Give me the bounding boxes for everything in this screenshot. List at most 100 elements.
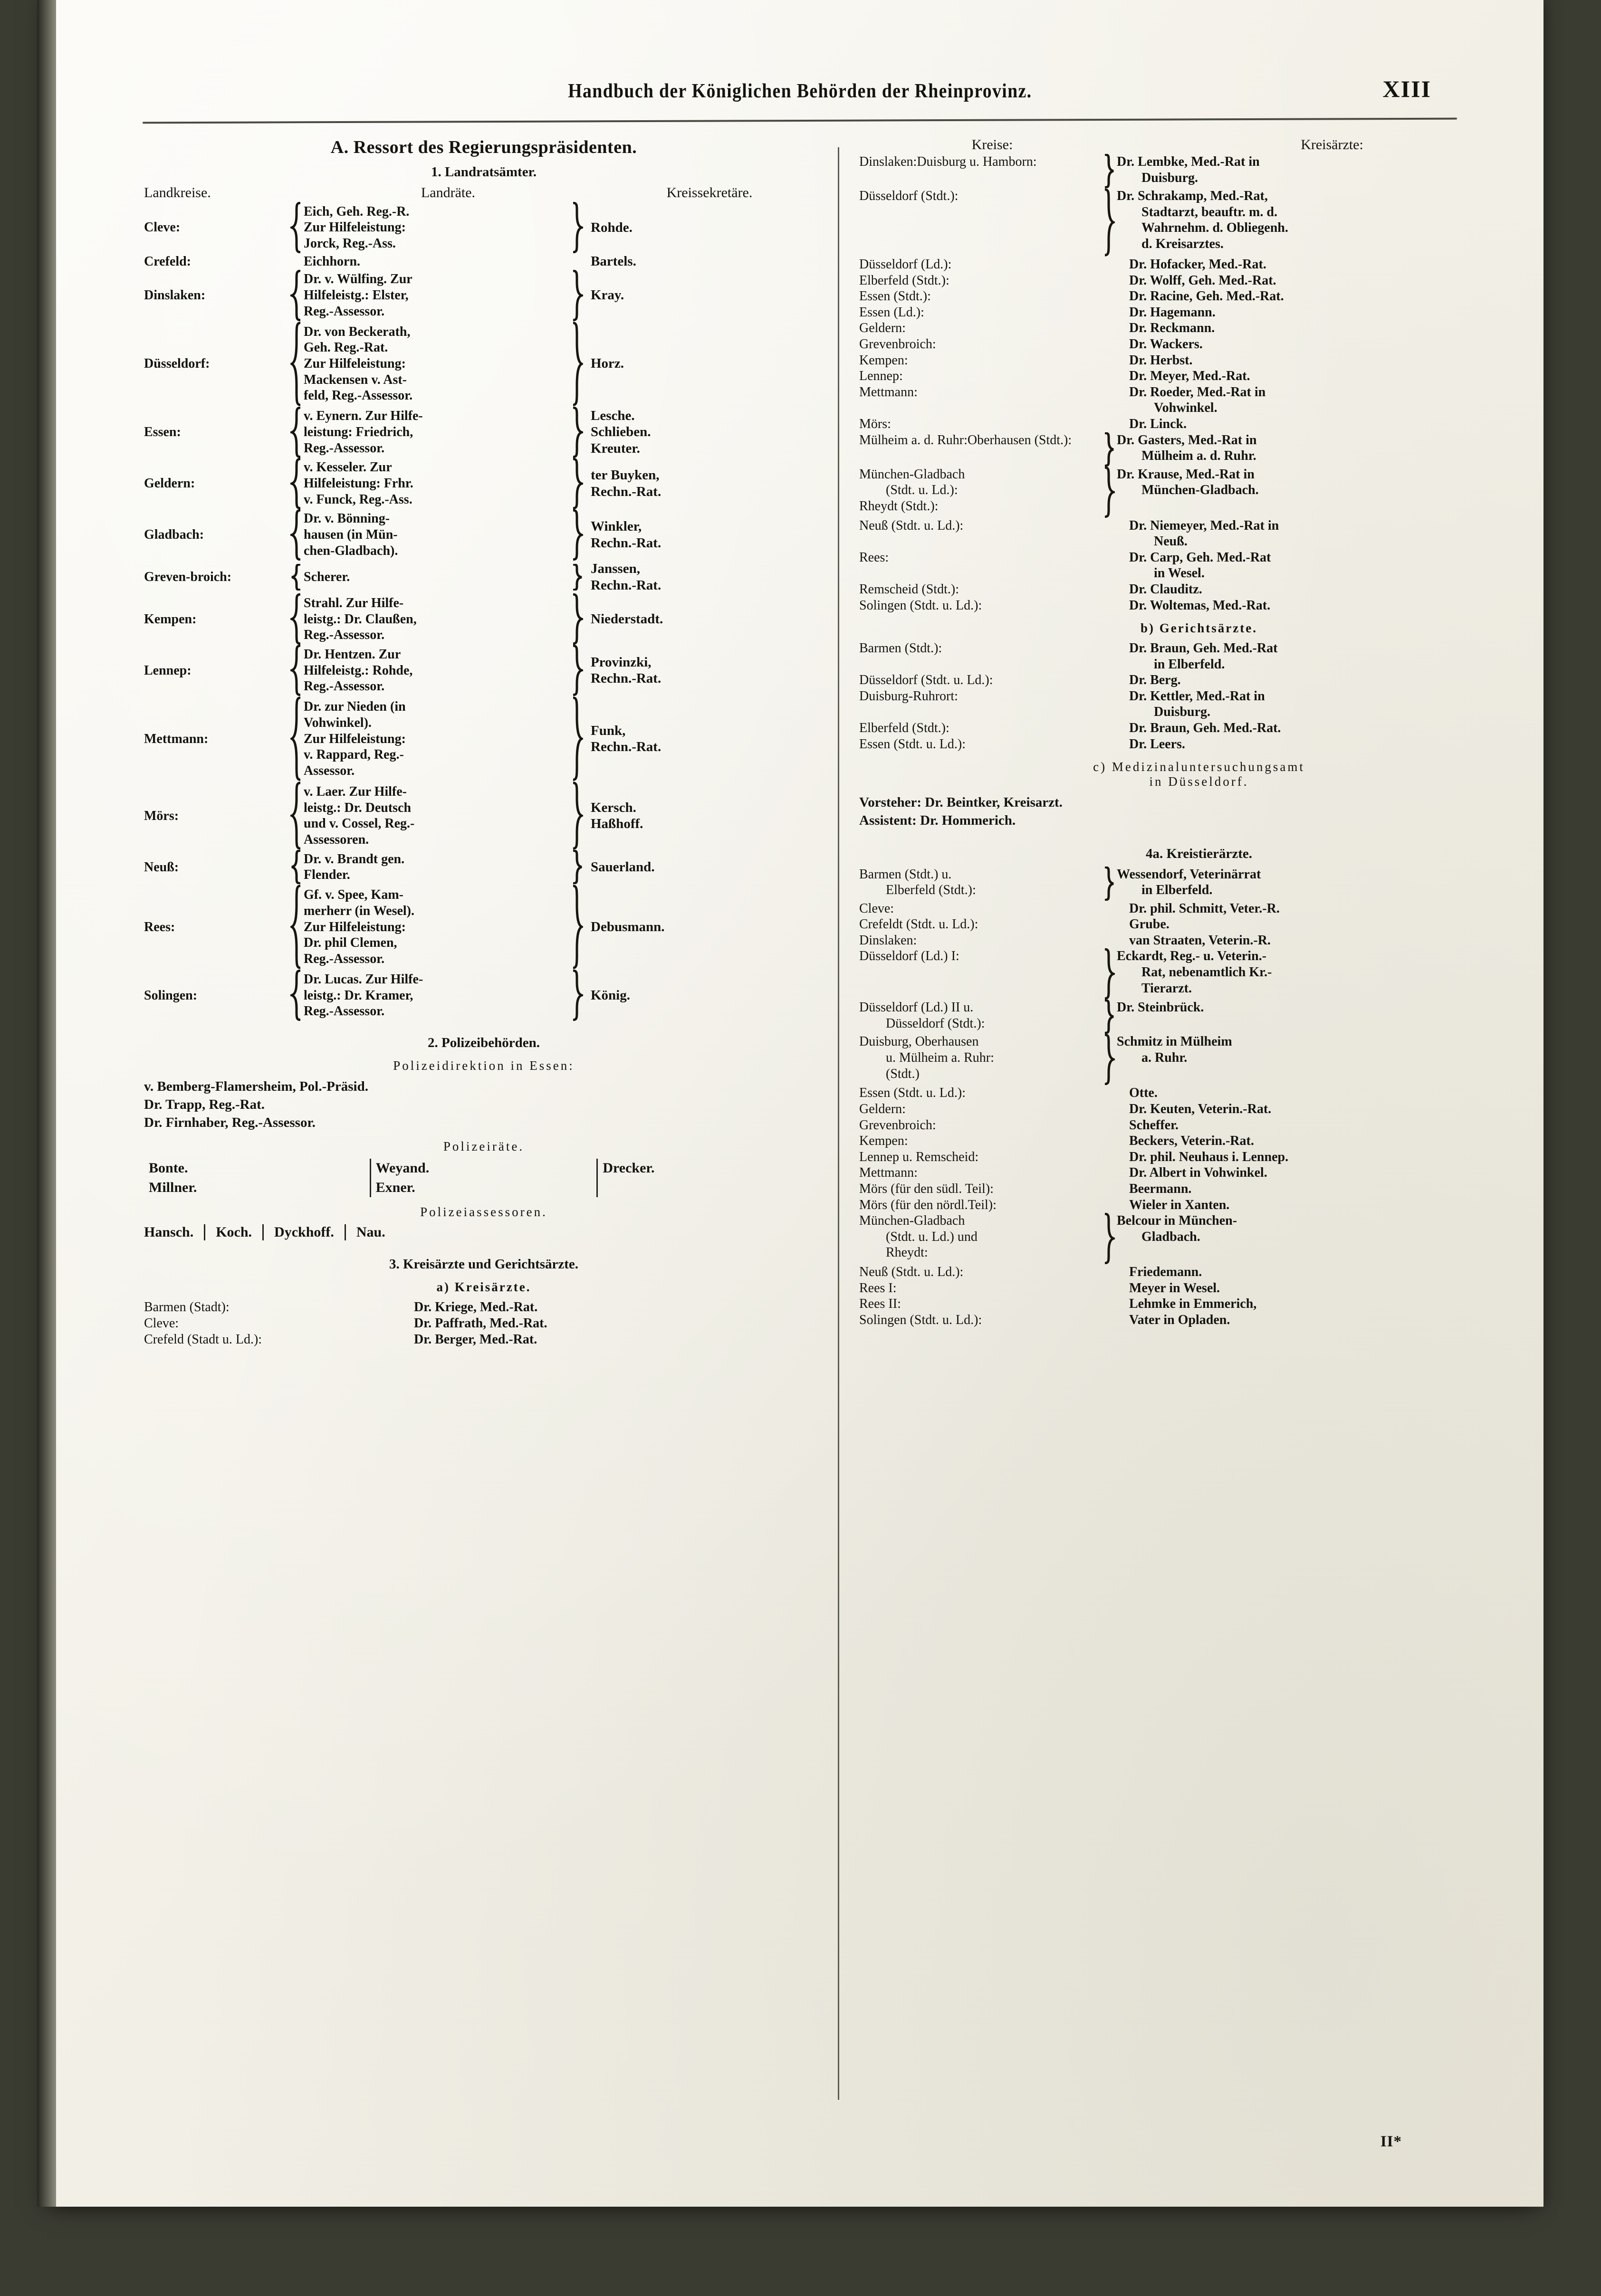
kreisarzt-name: Dr. Kriege, Med.-Rat. [414,1299,824,1315]
kreistierarzt-name: Dr. Steinbrück. [1117,1000,1539,1016]
kreis-name: Grevenbroich: [859,1117,1129,1134]
text-line: Neuß: [144,859,179,875]
text-line: Essen (Stdt. u. Ld.): [859,1086,966,1101]
kreis-name: Lennep: [859,368,1129,384]
kreissekretaer-name: König. [584,987,824,1004]
right-brace-icon [1102,867,1115,901]
kreis-name: Rees II: [859,1296,1129,1312]
text-line: van Straaten, Veterin.-R. [1129,933,1271,948]
text-line: Elberfeld (Stdt.): [859,273,949,288]
text-line: Mörs (für den nördl.Teil): [859,1197,997,1212]
text-line: Zur Hilfeleistung: [304,731,406,746]
landrat-name: v. Laer. Zur Hilfe-leistg.: Dr. Deutsch u… [304,784,570,848]
text-line: Essen (Stdt.): [859,289,931,304]
landrat-row: Geldern: v. Kesseler. Zur Hilfeleistung: F… [144,458,824,509]
subsection-c-heading-line1: c) Medizinaluntersuchungsamt [1093,760,1305,774]
entry-row: Elberfeld (Stdt.): Dr. Wolff, Geh. Med.-R… [859,273,1539,289]
text-line: Solingen (Stdt. u. Ld.): [859,1312,982,1327]
text-line: König. [591,987,630,1003]
kreisarzt-name: Dr. Carp, Geh. Med.-Rat in Wesel. [1129,550,1539,581]
text-line: Grube. [1129,917,1170,932]
kreis-name: Duisburg, Oberhausen u. Mülheim a. Ruhr:(… [859,1034,1101,1082]
entry-row: Mörs (für den südl. Teil): Beermann. [859,1181,1539,1197]
entry-row: Rees: Dr. Carp, Geh. Med.-Rat in Wesel. [859,550,1539,581]
text-line: Crefeldt (Stdt. u. Ld.): [859,917,978,932]
landrat-name: Dr. zur Nieden (in Vohwinkel). Zur Hilfele… [304,699,570,779]
text-line: Jorck, Reg.-Ass. [304,236,396,251]
landrat-name: Dr. Hentzen. Zur Hilfeleistg.: Rohde, Reg.… [304,647,570,695]
landrat-name: Eich, Geh. Reg.-R. Zur Hilfeleistung: Jorc… [304,204,570,252]
text-line: Lehmke in Emmerich, [1129,1296,1257,1312]
text-line: Reg.-Assessor. [304,1004,385,1019]
entry-row: Rees II: Lehmke in Emmerich, [859,1296,1539,1312]
text-line: Düsseldorf (Ld.) I: [859,949,959,964]
text-line: Rheydt (Stdt.): [859,498,939,514]
text-line: Dr. phil Clemen, [304,935,397,951]
text-line: Vohwinkel). [304,715,372,730]
kreis-name: Essen (Ld.): [859,305,1129,321]
kreistierarzt-name: Friedemann. [1129,1264,1539,1280]
text-line: Dr. Krause, Med.-Rat in [1117,467,1255,482]
kreisaerzte-left-list: Barmen (Stadt): Dr. Kriege, Med.-Rat. Clev… [144,1299,824,1347]
brace-left [289,884,304,970]
text-line: Niederstadt. [591,611,663,627]
left-brace-icon [290,593,303,645]
subsection-a-heading: a) Kreisärzte. [436,1280,531,1295]
brace-right [570,270,584,321]
kreisarzt-name: Dr. Paffrath, Med.-Rat. [414,1315,824,1332]
text-line: Provinzki, [591,654,652,670]
brace-left [289,593,304,645]
text-line: in Elberfeld. [1141,883,1213,898]
section-a-heading: A. Ressort des Regierungspräsidenten. [330,137,637,157]
landrat-name: v. Kesseler. Zur Hilfeleistung: Frhr. v. F… [304,459,570,507]
text-line: Reg.-Assessor. [304,951,385,966]
polizeirat-group: Bonte. Millner. [144,1159,370,1197]
landrat-name: Dr. v. Wülfing. Zur Hilfeleistg.: Elster,… [304,271,570,319]
kreissekretaer-name: Sauerland. [584,859,824,876]
text-line: Mörs: [859,416,891,431]
entry-row: Essen (Stdt. u. Ld.): Otte. [859,1085,1539,1101]
landrat-name: Dr. v. Bönning-hausen (in Mün-chen-Gladb… [304,511,570,559]
text-line: Dr. Steinbrück. [1117,1000,1204,1015]
text-line: Schmitz in Mülheim [1117,1034,1232,1049]
brace-right [570,884,584,970]
right-brace-icon [571,202,583,253]
left-brace-icon [290,696,303,781]
text-line: Horz. [591,356,624,372]
text-line: Rees: [144,919,175,934]
signature-mark: II* [1380,2133,1402,2150]
text-line: Essen (Ld.): [859,305,924,320]
kreis-name: Solingen (Stdt. u. Ld.): [859,598,1129,614]
text-line: Kray. [591,287,624,303]
entry-row: Neuß (Stdt. u. Ld.): Friedemann. [859,1264,1539,1280]
text-line: Cleve: [859,901,894,916]
entry-row: Lennep u. Remscheid: Dr. phil. Neuhaus i.… [859,1149,1539,1165]
kreis-name: Mörs (für den nördl.Teil): [859,1197,1129,1213]
landrat-row: Rees: Gf. v. Spee, Kam-merherr (in Wesel)… [144,884,824,970]
brace-left [289,253,304,270]
text-line: Reg.-Assessor. [304,304,385,319]
brace-left [289,270,304,321]
text-line: in Wesel. [1154,566,1205,581]
text-line: Düsseldorf (Stdt.): [859,189,959,203]
right-brace-icon [571,850,583,884]
kreisarzt-name: Dr. Clauditz. [1129,581,1539,598]
landkreis-name: Dinslaken: [144,287,289,303]
kreis-name: Crefeld (Stadt u. Ld.): [144,1332,414,1348]
landrat-row: Dinslaken: Dr. v. Wülfing. Zur Hilfeleistg… [144,270,824,321]
text-line: Dr. Kriege, Med.-Rat. [414,1300,538,1315]
text-line: (Stdt. u. Ld.) und [886,1229,978,1244]
brace-right [1101,1213,1117,1264]
right-brace-icon [1102,948,1115,1000]
text-line: Geldern: [859,321,906,336]
text-line: Gladbach: [144,527,204,543]
text-line: Mettmann: [144,731,209,746]
text-line: Zur Hilfeleistung: [304,919,406,934]
running-title: Handbuch der Königlichen Behörden der Rh… [567,80,1032,102]
polizeidirektion-heading: Polizeidirektion in Essen: [393,1058,575,1073]
text-line: Neuß (Stdt. u. Ld.): [859,518,964,533]
gerichtsarzt-name: Dr. Braun, Geh. Med.-Rat. [1129,720,1539,736]
text-line: Assessoren. [304,832,369,847]
left-brace-icon [290,321,303,407]
entry-row: Mettmann: Dr. Roeder, Med.-Rat in Vohwinke… [859,384,1539,416]
